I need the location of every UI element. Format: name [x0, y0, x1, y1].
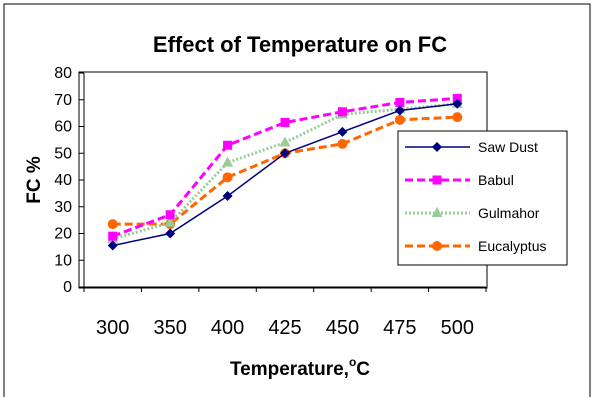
y-tick-label: 10: [54, 252, 72, 269]
y-tick-label: 0: [63, 279, 72, 296]
data-point-babul: [337, 107, 347, 117]
data-point-saw-dust: [394, 105, 405, 116]
legend-marker-gulmahor: [431, 207, 443, 217]
x-axis: 300 350 400 425 450 475 500: [83, 286, 487, 339]
y-tick-label: 30: [54, 199, 72, 216]
data-point-gulmahor: [279, 136, 291, 147]
data-point-eucalyptus: [222, 172, 233, 183]
x-tick-label: 450: [326, 317, 359, 339]
y-tick-label: 80: [54, 65, 72, 82]
data-point-saw-dust: [222, 191, 233, 202]
series-layer: [107, 93, 463, 251]
y-tick-label: 70: [54, 92, 72, 109]
data-point-babul: [165, 210, 175, 220]
y-axis: 0 10 20 30 40 50 60 70 80: [54, 65, 85, 296]
data-point-babul: [108, 231, 118, 241]
y-axis-label: FC %: [24, 156, 45, 204]
data-point-gulmahor: [164, 216, 176, 227]
x-axis-label: Temperature,oC: [230, 355, 370, 380]
x-axis-label-unit: C: [356, 359, 370, 380]
data-point-saw-dust: [337, 126, 348, 137]
legend-box: [397, 130, 568, 266]
legend-label-gulmahor: Gulmahor: [478, 205, 540, 221]
data-point-babul: [452, 93, 462, 103]
data-point-babul: [395, 97, 405, 107]
data-point-saw-dust: [280, 148, 290, 159]
data-point-gulmahor: [222, 156, 234, 167]
x-tick-label: 300: [96, 317, 129, 339]
legend-marker-babul: [432, 175, 442, 185]
x-tick-label: 425: [268, 317, 301, 339]
x-axis-label-text: Temperature,: [230, 359, 349, 380]
data-point-babul: [223, 140, 233, 150]
data-point-saw-dust: [165, 228, 176, 239]
legend: Saw Dust Babul Gulmahor Eucalyptus: [397, 130, 568, 266]
data-point-saw-dust: [107, 240, 118, 251]
y-tick-label: 60: [54, 119, 72, 136]
series-babul: [108, 93, 462, 241]
y-tick-label: 50: [54, 145, 72, 162]
legend-marker-saw-dust: [432, 142, 442, 152]
data-point-eucalyptus: [107, 219, 118, 230]
x-axis-label-degree: o: [349, 355, 356, 369]
x-tick-label: 350: [153, 317, 186, 339]
chart-title: Effect of Temperature on FC: [153, 32, 447, 57]
data-point-eucalyptus: [394, 114, 405, 125]
x-tick-label: 500: [441, 317, 474, 339]
data-point-eucalyptus: [337, 138, 348, 149]
series-saw-dust: [107, 98, 463, 251]
data-point-eucalyptus: [452, 112, 463, 123]
x-tick-label: 400: [211, 317, 244, 339]
legend-label-saw-dust: Saw Dust: [478, 139, 538, 155]
data-point-babul: [280, 117, 290, 127]
y-tick-label: 40: [54, 172, 72, 189]
x-tick-label: 475: [383, 317, 416, 339]
legend-label-babul: Babul: [478, 172, 514, 188]
legend-marker-eucalyptus: [432, 241, 442, 251]
y-tick-label: 20: [54, 226, 72, 243]
legend-label-eucalyptus: Eucalyptus: [478, 238, 546, 254]
data-point-saw-dust: [452, 98, 463, 109]
